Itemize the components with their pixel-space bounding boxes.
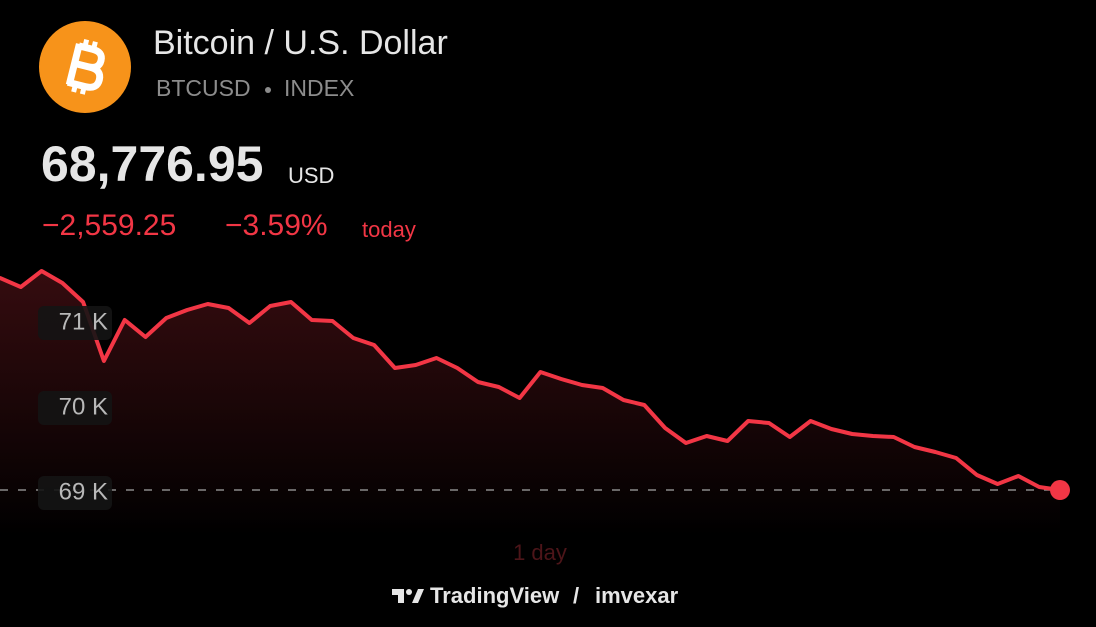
y-tick-label: 69 K: [59, 478, 108, 505]
logo-glyph: [65, 38, 105, 95]
exchange: INDEX: [284, 75, 354, 101]
logo-part: [412, 589, 424, 603]
change: −2,559.25: [42, 209, 176, 242]
y-tick-label: 71 K: [59, 308, 108, 335]
bitcoin-logo: [39, 21, 131, 113]
price-line: [0, 269, 1062, 492]
plot: 69 K 70 K 71 K: [0, 269, 1070, 536]
range-label: 1 day: [513, 540, 567, 565]
footer-separator: /: [573, 583, 579, 608]
change-percent: −3.59%: [225, 209, 328, 242]
price: 68,776.95: [41, 136, 263, 192]
logo-part: [406, 589, 412, 595]
tradingview-logo: [392, 589, 424, 603]
area: [0, 271, 1060, 536]
brand: TradingView: [430, 583, 560, 608]
currency: USD: [288, 163, 334, 188]
y-tick-box: [38, 306, 112, 340]
logo-part: [392, 589, 404, 603]
y-tick-box: [38, 476, 112, 510]
last-value-dot: [1050, 480, 1070, 501]
symbol: BTCUSD: [156, 75, 251, 101]
y-tick-box: [38, 391, 112, 425]
author: imvexar: [595, 583, 679, 608]
title: Bitcoin / U.S. Dollar: [153, 24, 448, 62]
period: today: [362, 217, 416, 242]
y-tick-label: 70 K: [59, 393, 108, 420]
separator-dot: [265, 87, 271, 93]
